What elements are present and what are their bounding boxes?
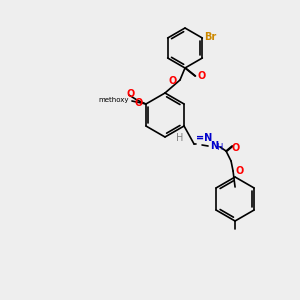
- Text: H: H: [216, 142, 222, 152]
- Text: O: O: [169, 76, 177, 86]
- Text: Br: Br: [204, 32, 217, 42]
- Text: O: O: [135, 98, 143, 108]
- Text: N: N: [210, 141, 218, 151]
- Text: =N: =N: [196, 133, 212, 143]
- Text: H: H: [176, 133, 184, 143]
- Text: methoxy: methoxy: [98, 97, 129, 103]
- Text: O: O: [231, 143, 239, 153]
- Text: O: O: [235, 166, 243, 176]
- Text: O: O: [127, 89, 135, 99]
- Text: O: O: [198, 71, 206, 81]
